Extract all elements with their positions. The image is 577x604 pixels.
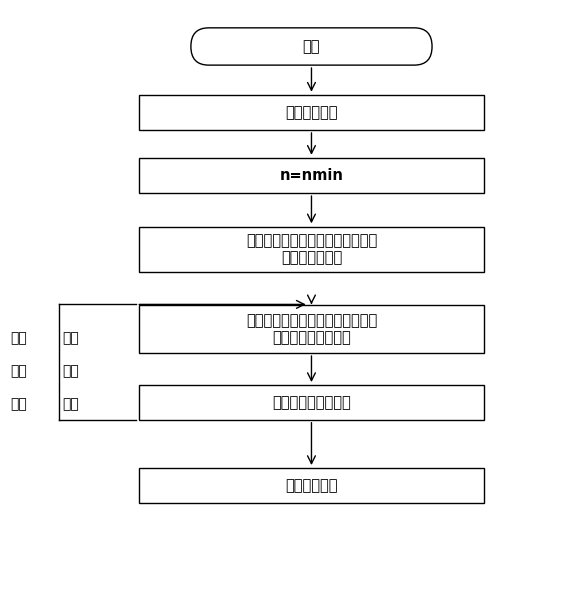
Bar: [139, 305, 484, 353]
Text: 优化: 优化: [62, 397, 78, 411]
FancyBboxPatch shape: [191, 28, 432, 65]
Bar: [139, 385, 484, 420]
Bar: [139, 95, 484, 130]
Text: 整数规划，根据最大空心圆定位策
略确定初始方案: 整数规划，根据最大空心圆定位策 略确定初始方案: [246, 233, 377, 265]
Text: 策略: 策略: [10, 364, 27, 378]
Bar: [139, 226, 484, 272]
Text: 评价方案的综合效益: 评价方案的综合效益: [272, 395, 351, 410]
Text: 进行: 进行: [62, 364, 78, 378]
Bar: [139, 468, 484, 503]
Text: 输出最优方案: 输出最优方案: [285, 478, 338, 493]
Text: 确定规划方案的所有物流节点的规
模、类型和服务范围: 确定规划方案的所有物流节点的规 模、类型和服务范围: [246, 313, 377, 345]
Text: 方案: 方案: [10, 397, 27, 411]
Text: n=nmin: n=nmin: [279, 169, 343, 183]
Text: 根据: 根据: [10, 331, 27, 345]
Text: 开始: 开始: [303, 39, 320, 54]
Bar: [139, 158, 484, 193]
Text: 进化: 进化: [62, 331, 78, 345]
Text: 原始数据输入: 原始数据输入: [285, 105, 338, 120]
